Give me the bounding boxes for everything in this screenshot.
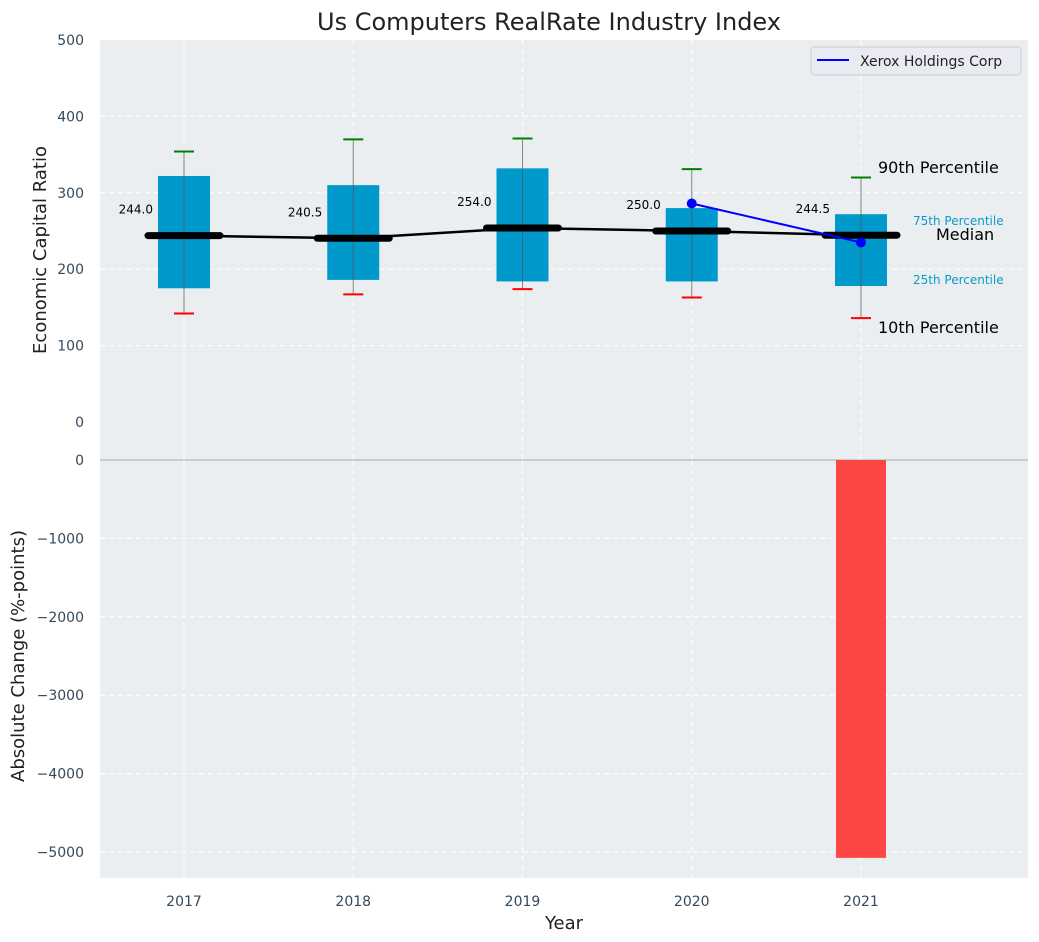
median-label: 244.5 <box>796 202 830 216</box>
x-tick-label: 2021 <box>843 894 879 910</box>
bottom-y-axis-label: Absolute Change (%-points) <box>8 530 29 782</box>
x-tick-label: 2019 <box>505 894 541 910</box>
y-tick-label: 300 <box>57 186 84 202</box>
y-tick-label: 0 <box>75 415 84 431</box>
median-label: 254.0 <box>457 195 491 209</box>
annotation-p10: 10th Percentile <box>878 318 999 337</box>
y-tick-label: −1000 <box>37 531 84 547</box>
annotation-p25: 25th Percentile <box>913 273 1004 287</box>
x-axis-ticks: 2017 2018 2019 2020 2021 <box>166 894 879 910</box>
x-axis-label: Year <box>544 913 584 934</box>
top-plot-area <box>100 40 1028 460</box>
box-2018: 240.5 <box>288 138 380 296</box>
annotation-median: Median <box>936 225 994 244</box>
series-point <box>856 237 866 248</box>
legend-label-xerox: Xerox Holdings Corp <box>860 54 1002 70</box>
legend: Xerox Holdings Corp <box>810 46 1022 76</box>
y-tick-label: 500 <box>57 33 84 49</box>
y-tick-label: 100 <box>57 339 84 355</box>
chart-title: Us Computers RealRate Industry Index <box>317 8 781 36</box>
bar-2021 <box>836 460 886 858</box>
y-tick-label: −5000 <box>37 845 84 861</box>
bottom-plot-area <box>100 460 1028 878</box>
xerox-series <box>686 198 866 248</box>
x-tick-label: 2020 <box>674 894 710 910</box>
y-tick-label: 0 <box>75 453 84 469</box>
y-tick-label: −2000 <box>37 610 84 626</box>
y-tick-label: 200 <box>57 262 84 278</box>
y-tick-label: −4000 <box>37 767 84 783</box>
bottom-gridlines <box>100 460 1028 878</box>
x-tick-label: 2018 <box>335 894 371 910</box>
y-tick-label: 400 <box>57 109 84 125</box>
legend-box <box>810 46 1022 76</box>
annotation-p90: 90th Percentile <box>878 158 999 177</box>
box-2021: 244.5 <box>796 176 887 320</box>
series-line <box>691 202 862 244</box>
box-2020: 250.0 <box>626 168 718 299</box>
median-label: 240.5 <box>288 205 322 219</box>
series-point <box>686 198 697 209</box>
top-y-axis-label: Economic Capital Ratio <box>30 146 51 354</box>
bottom-y-axis-ticks: 0 −1000 −2000 −3000 −4000 −5000 <box>37 453 84 861</box>
bars <box>836 460 886 858</box>
box-plots: 244.0 240.5 254.0 250.0 244.5 <box>119 137 901 320</box>
x-tick-label: 2017 <box>166 894 202 910</box>
top-y-axis-ticks: 0 100 200 300 400 500 <box>57 33 84 431</box>
annotation-p75: 75th Percentile <box>913 214 1004 228</box>
y-tick-label: −3000 <box>37 688 84 704</box>
median-label: 250.0 <box>626 198 660 212</box>
median-label: 244.0 <box>119 203 153 217</box>
